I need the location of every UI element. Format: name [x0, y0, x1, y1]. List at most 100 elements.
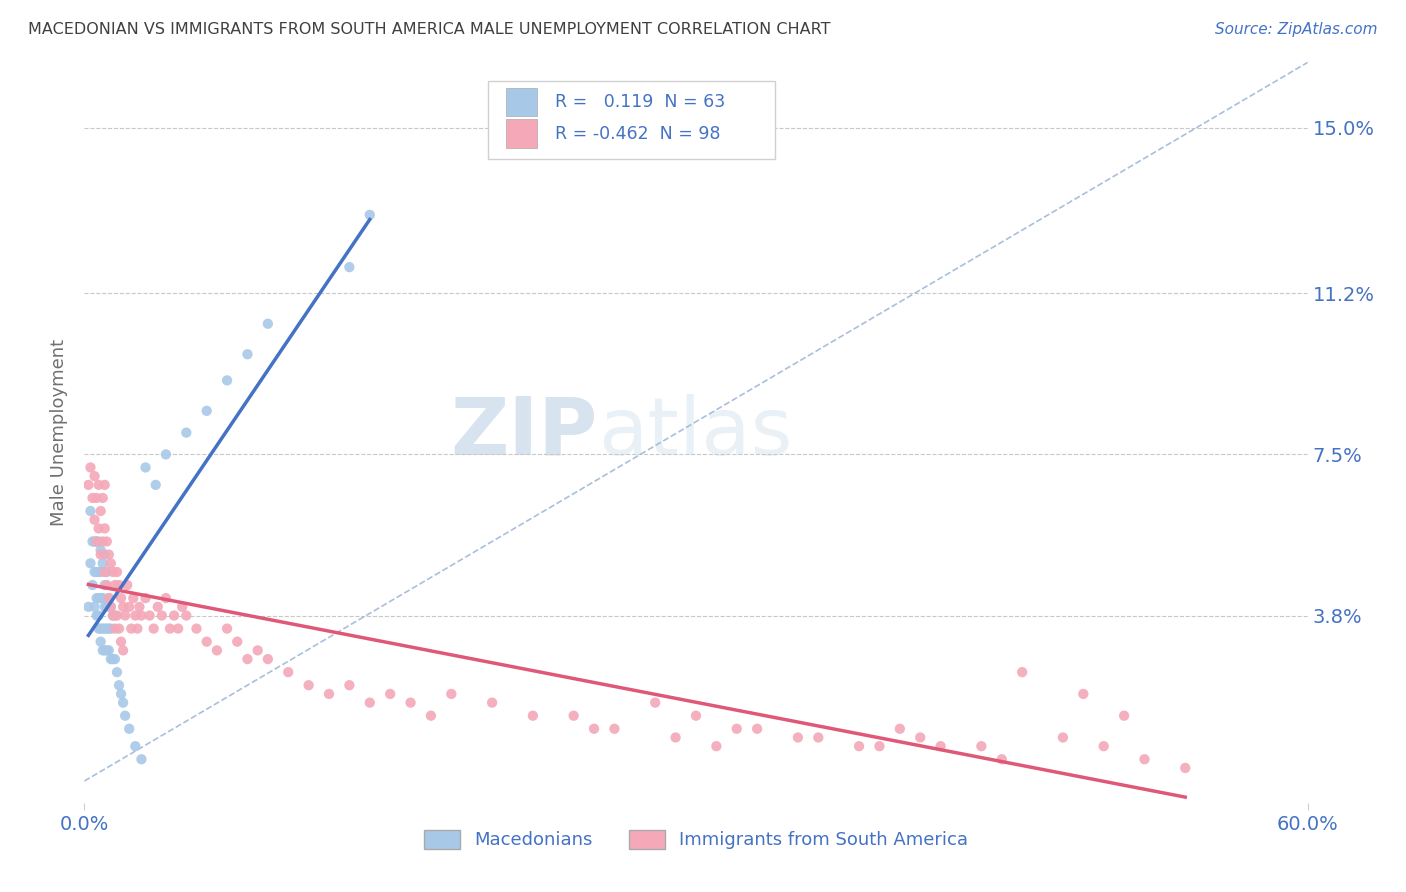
Point: [257, 652, 280, 666]
Point: [87, 622, 110, 636]
Point: [277, 665, 299, 680]
Point: [155, 447, 177, 461]
Point: [142, 622, 165, 636]
Point: [87, 565, 110, 579]
Point: [420, 708, 443, 723]
Point: [685, 708, 707, 723]
Point: [114, 608, 136, 623]
FancyBboxPatch shape: [506, 88, 537, 117]
Point: [583, 722, 606, 736]
Point: [155, 591, 177, 606]
Point: [93, 521, 115, 535]
Point: [120, 622, 142, 636]
Point: [79, 460, 101, 475]
Point: [91, 556, 114, 570]
Point: [87, 521, 110, 535]
Point: [195, 634, 218, 648]
Point: [929, 739, 952, 754]
Point: [83, 534, 105, 549]
Point: [562, 708, 585, 723]
Point: [101, 652, 124, 666]
Point: [90, 591, 112, 606]
Point: [910, 731, 932, 745]
Point: [97, 591, 120, 606]
Point: [124, 739, 146, 754]
Point: [96, 599, 118, 614]
Point: [87, 591, 110, 606]
Legend: Macedonians, Immigrants from South America: Macedonians, Immigrants from South Ameri…: [416, 823, 976, 856]
Point: [97, 591, 120, 606]
Point: [195, 404, 218, 418]
Point: [236, 347, 259, 361]
Point: [131, 752, 153, 766]
Point: [257, 317, 280, 331]
Point: [82, 578, 104, 592]
Point: [108, 622, 131, 636]
Point: [127, 622, 149, 636]
Point: [174, 425, 197, 440]
Point: [1092, 739, 1115, 754]
Point: [93, 643, 115, 657]
Point: [90, 543, 112, 558]
Point: [135, 460, 157, 475]
Point: [115, 578, 138, 592]
Point: [440, 687, 463, 701]
Point: [110, 687, 132, 701]
Point: [91, 591, 114, 606]
Point: [110, 634, 132, 648]
Point: [108, 678, 131, 692]
Point: [380, 687, 402, 701]
Point: [889, 722, 911, 736]
Point: [83, 469, 105, 483]
Point: [217, 373, 239, 387]
Point: [114, 708, 136, 723]
Point: [747, 722, 769, 736]
Point: [104, 652, 127, 666]
Point: [108, 578, 131, 592]
Point: [97, 643, 120, 657]
Point: [91, 491, 114, 505]
Point: [104, 578, 127, 592]
Point: [172, 599, 194, 614]
Point: [167, 622, 190, 636]
Point: [100, 652, 122, 666]
Point: [112, 599, 135, 614]
Point: [205, 643, 228, 657]
Point: [150, 608, 173, 623]
Point: [970, 739, 993, 754]
Point: [101, 608, 124, 623]
Point: [1114, 708, 1136, 723]
Point: [100, 622, 122, 636]
Point: [97, 548, 120, 562]
Point: [359, 208, 381, 222]
Point: [339, 678, 361, 692]
Point: [131, 608, 153, 623]
Point: [105, 565, 128, 579]
Point: [86, 534, 108, 549]
Point: [481, 696, 503, 710]
Point: [90, 634, 112, 648]
Point: [86, 608, 108, 623]
Point: [246, 643, 269, 657]
Point: [138, 608, 160, 623]
Point: [77, 478, 100, 492]
Point: [1133, 752, 1156, 766]
Point: [100, 599, 122, 614]
Point: [90, 622, 112, 636]
Point: [83, 599, 105, 614]
FancyBboxPatch shape: [506, 120, 537, 147]
Point: [1011, 665, 1033, 680]
Text: ZIP: ZIP: [451, 393, 598, 472]
Point: [112, 643, 135, 657]
Point: [91, 622, 114, 636]
Point: [83, 565, 105, 579]
Y-axis label: Male Unemployment: Male Unemployment: [51, 339, 69, 526]
Point: [186, 622, 208, 636]
Point: [1174, 761, 1197, 775]
Point: [217, 622, 239, 636]
Point: [90, 548, 112, 562]
Point: [112, 696, 135, 710]
Point: [83, 513, 105, 527]
Point: [86, 491, 108, 505]
Point: [226, 634, 249, 648]
